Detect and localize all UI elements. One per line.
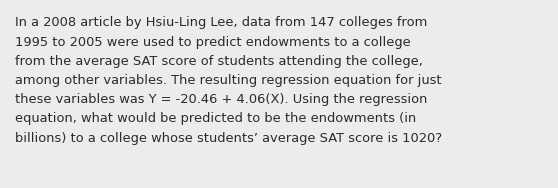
Text: In a 2008 article by Hsiu-Ling Lee, data from 147 colleges from
1995 to 2005 wer: In a 2008 article by Hsiu-Ling Lee, data… xyxy=(16,16,442,145)
